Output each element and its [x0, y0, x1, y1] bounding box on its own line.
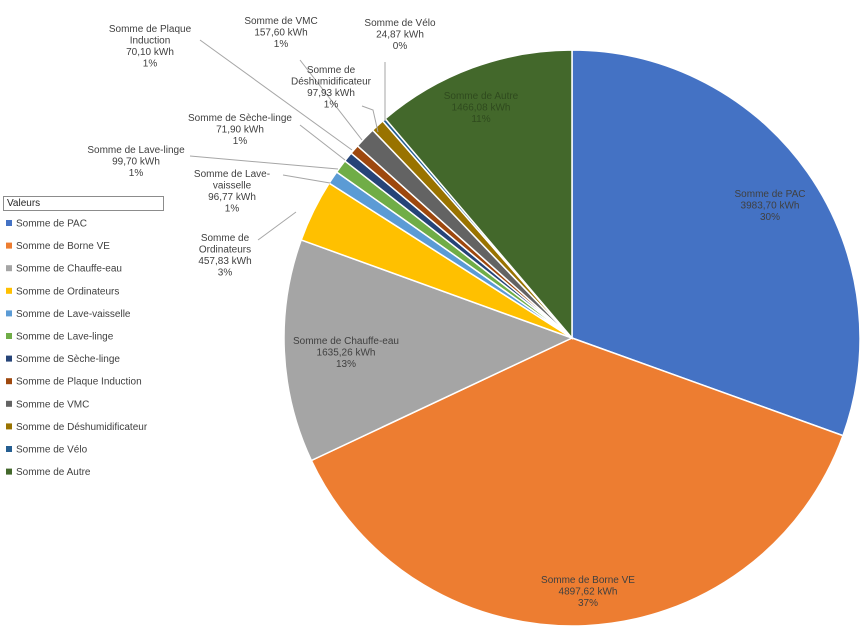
pie-slice-pac[interactable] [571, 49, 861, 437]
data-labels: Somme de PAC 3983,70 kWh 30% Somme de Borne… [87, 16, 805, 609]
legend-label-lave-vaisselle[interactable]: Somme de Lave-vaisselle [16, 309, 131, 320]
legend-label-velo[interactable]: Somme de Vélo [16, 445, 88, 456]
legend-label-seche-linge[interactable]: Somme de Sèche-linge [16, 354, 120, 365]
leader-line-lave-vaisselle [282, 174, 331, 184]
legend-swatch-lave-vaisselle [6, 310, 12, 317]
data-label-plaque-induction: Somme de Plaque Induction 70,10 kWh 1% [109, 24, 192, 70]
legend-swatch-seche-linge [6, 355, 12, 362]
legend-swatch-velo [6, 446, 12, 452]
legend-swatch-pac [6, 220, 12, 226]
legend-header: Valeurs [3, 196, 164, 211]
data-label-chauffe-eau: Somme de Chauffe-eau 1635,26 kWh 13% [293, 336, 399, 370]
data-label-pac: Somme de PAC 3983,70 kWh 30% [735, 189, 806, 223]
pie-slice-chauffe-eau[interactable] [283, 238, 574, 462]
leader-line-vmc [299, 59, 363, 141]
data-label-velo: Somme de Vélo 24,87 kWh 0% [364, 18, 436, 52]
leader-line-deshumidificateur [361, 105, 379, 133]
data-label-borne-ve: Somme de Borne VE 4897,62 kWh 37% [541, 575, 635, 609]
legend-label-autre[interactable]: Somme de Autre [16, 467, 91, 478]
pie-slice-autre[interactable] [384, 49, 573, 341]
legend-swatch-borne-ve [6, 242, 12, 249]
legend-label-pac[interactable]: Somme de PAC [16, 219, 87, 230]
data-label-lave-linge: Somme de Lave-linge 99,70 kWh 1% [87, 145, 185, 179]
legend-label-borne-ve[interactable]: Somme de Borne VE [16, 241, 110, 252]
legend-label-deshumidificateur[interactable]: Somme de Déshumidificateur [16, 422, 148, 433]
legend-swatch-lave-linge [6, 333, 12, 339]
legend-swatch-deshumidificateur [6, 423, 12, 430]
pie-slice-borne-ve[interactable] [310, 337, 844, 627]
leader-line-ordinateurs [257, 211, 297, 241]
data-label-lave-vaisselle: Somme de Lave-vaisselle 96,77 kWh 1% [194, 169, 270, 215]
data-label-ordinateurs: Somme de Ordinateurs 457,83 kWh 3% [198, 233, 251, 279]
data-label-deshumidificateur: Somme de Déshumidificateur 97,93 kWh 1% [291, 65, 372, 111]
legend-swatch-vmc [6, 400, 12, 407]
leader-line-lave-linge [189, 155, 339, 170]
legend-swatch-plaque-induction [6, 378, 12, 385]
legend-label-lave-linge[interactable]: Somme de Lave-linge [16, 332, 114, 343]
leader-lines [189, 39, 386, 241]
legend-label-plaque-induction[interactable]: Somme de Plaque Induction [16, 377, 142, 388]
legend-swatch-chauffe-eau [6, 265, 12, 272]
legend-label-ordinateurs[interactable]: Somme de Ordinateurs [16, 286, 119, 297]
data-label-vmc: Somme de VMC 157,60 kWh 1% [244, 16, 317, 50]
legend-swatch-autre [6, 468, 12, 475]
data-label-seche-linge: Somme de Sèche-linge 71,90 kWh 1% [188, 113, 292, 147]
leader-line-seche-linge [299, 124, 346, 161]
data-label-autre: Somme de Autre 1466,08 kWh 11% [444, 91, 519, 125]
legend-label-vmc[interactable]: Somme de VMC [16, 399, 89, 410]
leader-line-plaque-induction [199, 39, 353, 151]
pie-slices [283, 49, 861, 627]
legend-swatch-ordinateurs [6, 287, 12, 294]
legend-label-chauffe-eau[interactable]: Somme de Chauffe-eau [16, 264, 122, 275]
legend: Somme de PAC Somme de Borne VE Somme de Ch… [6, 219, 148, 478]
